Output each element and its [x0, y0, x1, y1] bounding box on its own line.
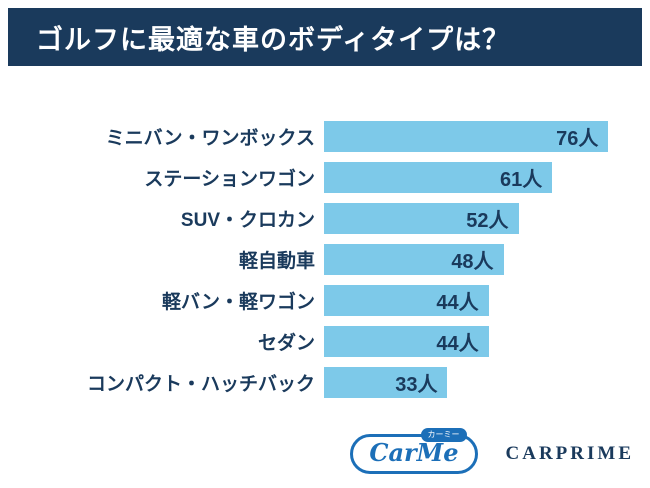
- bar-track: 61人: [324, 162, 642, 193]
- bar-value-label: 52人: [466, 210, 509, 232]
- chart-title: ゴルフに最適な車のボディタイプは？: [36, 24, 511, 55]
- chart-row: 軽自動車 48人: [8, 244, 642, 275]
- chart-row: ミニバン・ワンボックス 76人: [8, 121, 642, 152]
- chart-row: コンパクト・ハッチバック 33人: [8, 367, 642, 398]
- bar-chart: ミニバン・ワンボックス 76人ステーションワゴン 61人 SUV・クロカン 52人軽自動…: [8, 121, 642, 408]
- chart-row: SUV・クロカン 52人: [8, 203, 642, 234]
- chart-row: セダン 44人: [8, 326, 642, 357]
- bar: 76人: [324, 121, 609, 152]
- bar-value-label: 61人: [499, 169, 543, 191]
- bar-track: 44人: [324, 285, 642, 316]
- chart-row: ステーションワゴン 61人: [8, 162, 642, 193]
- bar-track: 33人: [324, 367, 642, 398]
- bar-track: 52人: [324, 203, 642, 234]
- carme-badge-label: カーミー: [420, 428, 467, 442]
- bar-value-label: 44人: [436, 333, 479, 355]
- category-label: SUV・クロカン: [180, 210, 315, 231]
- bar: 44人: [324, 326, 489, 357]
- bar-value-label: 33人: [395, 374, 438, 396]
- title-banner: ゴルフに最適な車のボディタイプは？: [8, 8, 642, 66]
- category-label: セダン: [257, 333, 315, 354]
- bar: 61人: [324, 162, 553, 193]
- bar-value-label: 48人: [451, 251, 494, 273]
- bar: 48人: [324, 244, 504, 275]
- category-label: 軽バン・軽ワゴン: [162, 292, 315, 313]
- category-label: 軽自動車: [238, 251, 315, 272]
- chart-row: 軽バン・軽ワゴン 44人: [8, 285, 642, 316]
- bar-track: 48人: [324, 244, 642, 275]
- carprime-logo: CARPRIME: [505, 443, 634, 464]
- carme-wordmark: CarMe: [369, 438, 459, 467]
- bar: 44人: [324, 285, 489, 316]
- category-label: コンパクト・ハッチバック: [86, 374, 315, 395]
- footer-logos: カーミー CarMe CARPRIME: [350, 428, 634, 474]
- bar-value-label: 76人: [556, 128, 599, 150]
- category-label: ミニバン・ワンボックス: [105, 128, 315, 149]
- carme-logo: カーミー CarMe: [350, 428, 478, 474]
- category-label: ステーションワゴン: [144, 169, 315, 190]
- bar: 33人: [324, 367, 448, 398]
- bar: 52人: [324, 203, 519, 234]
- bar-value-label: 44人: [436, 292, 479, 314]
- bar-track: 76人: [324, 121, 642, 152]
- bar-track: 44人: [324, 326, 642, 357]
